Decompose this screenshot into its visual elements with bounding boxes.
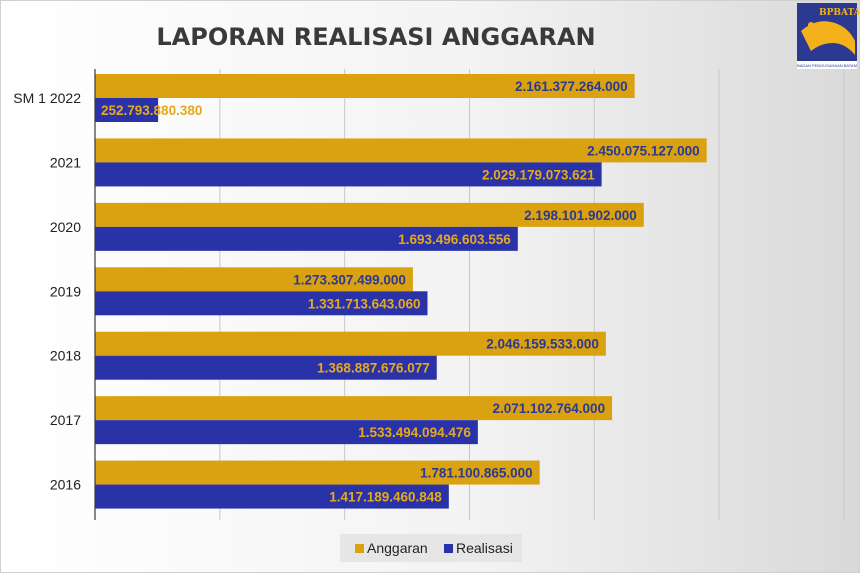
bar-realisasi-2021 <box>95 162 602 187</box>
value-label-anggaran: 2.046.159.533.000 <box>486 337 599 352</box>
category-label: 2021 <box>50 154 81 170</box>
logo-subtext: BADAN PENGUSAHAAN BATAM <box>797 63 857 68</box>
logo-subtext-strip <box>797 61 857 69</box>
bar-anggaran-2020 <box>95 202 644 227</box>
category-label: 2020 <box>50 219 81 235</box>
value-label-anggaran: 2.161.377.264.000 <box>515 79 628 94</box>
value-labels: 2.161.377.264.000 252.793.880.380 2.450.07… <box>101 79 700 505</box>
bar-anggaran-2018 <box>95 331 606 356</box>
value-label-realisasi: 1.331.713.643.060 <box>308 296 421 311</box>
logo-eagle-head <box>808 22 814 28</box>
value-label-anggaran: 2.450.075.127.000 <box>587 143 700 158</box>
chart-title: LAPORAN REALISASI ANGGARAN <box>156 23 595 51</box>
value-label-realisasi: 1.368.887.676.077 <box>317 361 430 376</box>
bar-anggaran-2016 <box>95 460 540 485</box>
bar-anggaran-sm-1-2022 <box>95 74 635 98</box>
bar-realisasi-2019 <box>95 291 428 316</box>
legend-label-realisasi: Realisasi <box>456 540 513 556</box>
value-label-anggaran: 2.071.102.764.000 <box>492 401 605 416</box>
value-label-realisasi: 252.793.880.380 <box>101 103 202 118</box>
value-label-realisasi: 2.029.179.073.621 <box>482 167 595 182</box>
bar-anggaran-2021 <box>95 138 707 163</box>
value-label-anggaran: 1.273.307.499.000 <box>293 272 406 287</box>
category-label: 2018 <box>50 348 81 364</box>
legend-swatch-anggaran <box>355 544 364 553</box>
value-label-realisasi: 1.693.496.603.556 <box>398 232 511 247</box>
bar-realisasi-2016 <box>95 484 449 509</box>
bp-batam-logo-icon: BPBATAM BADAN PENGUSAHAAN BATAM <box>797 3 859 69</box>
logo-text: BPBATAM <box>819 8 859 18</box>
category-label: 2017 <box>50 412 81 428</box>
value-label-realisasi: 1.417.189.460.848 <box>329 490 442 505</box>
bar-realisasi-2020 <box>95 226 518 251</box>
category-labels: SM 1 2022 2021 2020 2019 2018 2017 2016 <box>13 90 81 493</box>
legend-label-anggaran: Anggaran <box>367 540 428 556</box>
category-label: 2016 <box>50 477 81 493</box>
legend: Anggaran Realisasi <box>340 534 522 562</box>
bar-realisasi-2018 <box>95 355 437 380</box>
logo-eagle-shape <box>801 21 855 55</box>
category-label: 2019 <box>50 283 81 299</box>
bar-anggaran-2017 <box>95 396 613 421</box>
legend-box <box>340 534 522 562</box>
category-label: SM 1 2022 <box>13 90 81 106</box>
bar-realisasi-sm-1-2022 <box>95 98 159 122</box>
legend-swatch-realisasi <box>444 544 453 553</box>
bars <box>95 74 707 509</box>
bar-realisasi-2017 <box>95 420 478 445</box>
value-label-anggaran: 1.781.100.865.000 <box>420 466 533 481</box>
value-label-realisasi: 1.533.494.094.476 <box>358 425 471 440</box>
bar-anggaran-2019 <box>95 267 413 292</box>
value-label-anggaran: 2.198.101.902.000 <box>524 208 637 223</box>
